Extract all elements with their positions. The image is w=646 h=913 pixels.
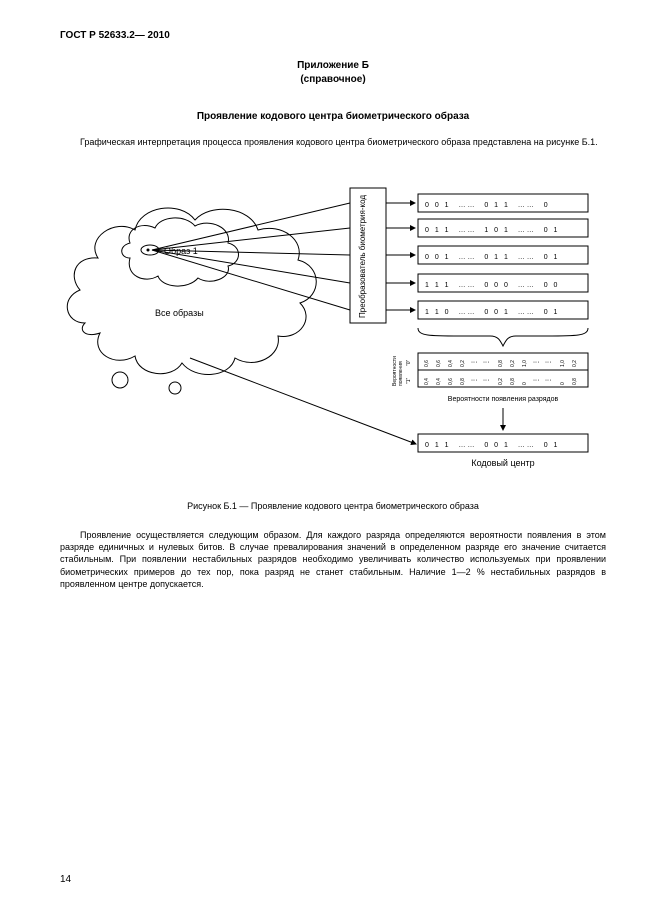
reg4: 1 1 0 …… 0 0 1 …… 0 1 [425,309,559,316]
brace [418,328,588,346]
reg3: 1 1 1 …… 0 0 0 …… 0 0 [425,282,559,289]
figure-caption: Рисунок Б.1 — Проявление кодового центра… [60,501,606,511]
svg-text:0,4: 0,4 [436,378,442,385]
svg-text:0,6: 0,6 [436,360,442,367]
appendix-line2: (справочное) [300,74,365,85]
prob-table: Вероятности появления "0" "1" 0,6 0,6 0,… [392,353,588,403]
intro-paragraph: Графическая интерпретация процесса прояв… [60,136,606,148]
svg-text:0,6: 0,6 [448,378,454,385]
svg-text:0,2: 0,2 [572,360,578,367]
svg-text:⋮: ⋮ [534,359,540,365]
section-title: Проявление кодового центра биометрическо… [60,111,606,122]
reg2: 0 0 1 …… 0 1 1 …… 0 1 [425,254,559,261]
converter-label-1: Преобразователь биометрия-код [358,195,367,318]
post-paragraph: Проявление осуществляется следующим обра… [60,529,606,590]
cloud-to-codecenter-arrow [190,358,416,444]
converter-box: Преобразователь биометрия-код [350,188,386,323]
svg-text:0,4: 0,4 [424,378,430,385]
svg-text:0: 0 [522,382,528,385]
prob-side-2: появления [398,361,404,386]
svg-text:⋮: ⋮ [546,359,552,365]
svg-text:0,2: 0,2 [460,360,466,367]
svg-text:0,2: 0,2 [498,378,504,385]
page-number: 14 [60,874,71,885]
cloud-outer-label: Все образы [155,308,204,318]
svg-text:0,8: 0,8 [510,378,516,385]
svg-text:⋮: ⋮ [546,377,552,383]
appendix-title: Приложение Б (справочное) [60,59,606,87]
svg-text:0,2: 0,2 [510,360,516,367]
svg-text:⋮: ⋮ [472,359,478,365]
codecenter-bits: 0 1 1 …… 0 0 1 …… 0 1 [425,442,559,449]
diagram-svg: Все образы Образ 1 Преобразователь биоме… [60,158,600,488]
svg-text:0: 0 [560,382,566,385]
prob-side-3: "0" [406,360,412,367]
svg-text:⋮: ⋮ [484,377,490,383]
svg-text:⋮: ⋮ [484,359,490,365]
svg-text:0,8: 0,8 [498,360,504,367]
appendix-line1: Приложение Б [297,60,369,71]
reg1: 0 1 1 …… 1 0 1 …… 0 1 [425,227,559,234]
svg-text:1,0: 1,0 [560,360,566,367]
prob-side-4: "1" [406,378,412,385]
reg0: 0 0 1 …… 0 1 1 …… 0 [425,202,550,209]
svg-text:0,8: 0,8 [572,378,578,385]
brace-label-line1: Вероятности появления разрядов [448,396,559,403]
svg-text:1,0: 1,0 [522,360,528,367]
svg-text:⋮: ⋮ [472,377,478,383]
svg-text:⋮: ⋮ [534,377,540,383]
svg-text:0,4: 0,4 [448,360,454,367]
code-center: 0 1 1 …… 0 0 1 …… 0 1 Кодовый центр [418,434,588,468]
output-registers: 0 0 1 …… 0 1 1 …… 0 0 1 1 …… 1 0 1 …… 0 … [386,194,588,319]
doc-header: ГОСТ Р 52633.2— 2010 [60,30,606,41]
figure-b1: Все образы Образ 1 Преобразователь биоме… [60,158,606,493]
codecenter-label: Кодовый центр [471,458,534,468]
svg-text:0,6: 0,6 [424,360,430,367]
svg-text:0,8: 0,8 [460,378,466,385]
